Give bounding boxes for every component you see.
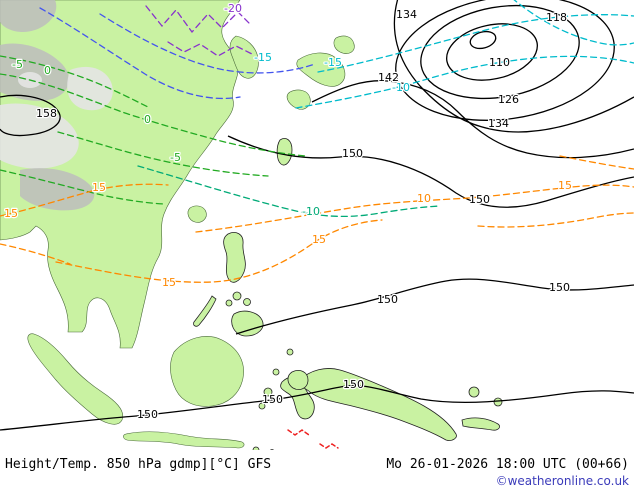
- contour-label: 0: [144, 113, 151, 126]
- height-contour-118: [420, 4, 580, 100]
- temp-contour-10: [195, 184, 634, 233]
- contour-label: -5: [12, 58, 23, 71]
- temp-contour-15-b: [0, 183, 169, 217]
- island-halmahera: [286, 348, 294, 356]
- contour-label: 150: [549, 281, 570, 294]
- island-taiwan: [276, 138, 293, 166]
- island-birds-head: [287, 370, 309, 390]
- map-datetime-label: Mo 26-01-2026 18:00 UTC (00+66): [386, 457, 629, 472]
- height-contour-110: [446, 23, 538, 81]
- height-contour-150-lower: [0, 384, 634, 431]
- island-japan-north: [333, 35, 355, 54]
- footer-right-block: Mo 26-01-2026 18:00 UTC (00+66) ©weather…: [386, 450, 634, 490]
- island-sumatra: [27, 333, 124, 425]
- contour-label: -10: [392, 81, 410, 94]
- temp-contour-5: [0, 169, 165, 205]
- island-hainan: [187, 205, 207, 223]
- island-japan-kyushu: [286, 89, 311, 110]
- contour-label: 15: [4, 207, 18, 220]
- island-java: [123, 431, 245, 449]
- temp-contour-15-a: [55, 219, 383, 283]
- terrain-blob-3: [20, 168, 95, 211]
- height-contours: [0, 0, 634, 431]
- copyright-link[interactable]: ©weatheronline.co.uk: [495, 474, 629, 488]
- island-lesser-sunda-2: [269, 449, 275, 450]
- island-moluccas-2: [272, 368, 280, 376]
- temp-contour-corner: [513, 0, 634, 46]
- contour-label: 15: [162, 276, 176, 289]
- temp-contour-15-northeast: [559, 155, 634, 170]
- contour-label: 126: [498, 93, 519, 106]
- contour-label: 15: [92, 181, 106, 194]
- island-bismarck-1: [468, 386, 480, 398]
- island-palawan: [193, 295, 217, 327]
- temp-contour-minus10-mid: [137, 165, 441, 218]
- contour-label: 150: [343, 378, 364, 391]
- temp-contour-red-b: [319, 443, 339, 449]
- height-contour-150-middle: [235, 278, 634, 335]
- temperature-contours: [0, 0, 634, 449]
- contour-label: -15: [324, 56, 342, 69]
- contour-label: -10: [302, 205, 320, 218]
- contour-label: 10: [417, 192, 431, 205]
- contour-label: 150: [262, 393, 283, 406]
- contour-label: 158: [36, 107, 57, 120]
- contour-label: -5: [170, 151, 181, 164]
- temp-contour-15-east: [477, 212, 634, 228]
- height-contour-150-upper: [227, 135, 634, 208]
- contour-label: 134: [488, 117, 509, 130]
- map-area: 134 118 110 126 134 142 158 150 150 150 150 150 150 1…: [0, 0, 634, 450]
- contour-label: 134: [396, 8, 417, 21]
- island-moluccas-3: [258, 402, 266, 410]
- contour-label: -15: [254, 51, 272, 64]
- temp-contour-minus15-west-b: [39, 7, 241, 100]
- island-new-guinea: [298, 368, 457, 441]
- contour-label: -20: [224, 2, 242, 15]
- island-luzon: [223, 232, 246, 283]
- terrain-blob-4: [67, 66, 113, 111]
- height-contour-134: [393, 0, 634, 133]
- island-visayas-2: [243, 298, 251, 306]
- height-contour-158: [0, 94, 61, 137]
- island-borneo: [170, 336, 244, 407]
- contour-label: 15: [558, 179, 572, 192]
- temp-contour-minus20-a: [145, 5, 251, 34]
- temp-contour-minus5-a: [0, 55, 149, 108]
- island-mindanao: [231, 310, 264, 337]
- contour-labels: 134 1181101261341421581501501501501501501…: [3, 1, 573, 422]
- map-parameter-label: Height/Temp. 850 hPa gdmp][°C] GFS: [5, 457, 272, 472]
- contour-label: 118: [546, 11, 567, 24]
- terrain-blob-2: [0, 103, 79, 169]
- contour-label: 142: [378, 71, 399, 84]
- temp-contour-15-southwest: [0, 243, 71, 265]
- contour-label: 150: [377, 293, 398, 306]
- temp-contour-minus15-east: [317, 14, 634, 73]
- footer-bar: Height/Temp. 850 hPa gdmp][°C] GFS Mo 26…: [0, 450, 634, 490]
- terrain-blob-5: [0, 0, 57, 33]
- height-contour-126: [395, 0, 615, 121]
- temp-contour-red-a: [287, 429, 310, 436]
- contour-label: 110: [489, 56, 510, 69]
- temp-contour-minus5-b: [57, 131, 269, 177]
- contour-label: 15: [312, 233, 326, 246]
- contour-label: 150: [342, 147, 363, 160]
- island-bismarck-2: [493, 397, 503, 407]
- height-contour-low-core: [469, 30, 497, 50]
- weather-map-canvas: 134 1181101261341421581501501501501501501…: [0, 0, 634, 450]
- island-lesser-sunda-1: [252, 446, 260, 450]
- island-visayas-3: [225, 299, 233, 307]
- contour-label: 150: [137, 408, 158, 421]
- temp-contour-minus10-east: [295, 55, 634, 109]
- island-visayas-1: [232, 291, 242, 301]
- island-japan-honshu: [296, 52, 346, 87]
- contour-label: 150: [469, 193, 490, 206]
- temp-contour-minus20-b: [167, 41, 253, 57]
- island-new-britain: [461, 417, 500, 431]
- temp-contour-0-a: [0, 73, 306, 157]
- contour-label: 0: [44, 64, 51, 77]
- island-moluccas-1: [263, 387, 273, 397]
